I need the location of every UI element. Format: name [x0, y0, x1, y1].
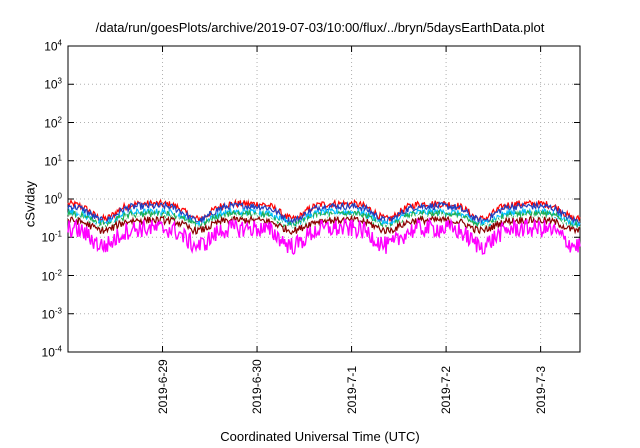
y-tick-label: 10-1: [41, 229, 62, 245]
y-tick-label: 100: [44, 191, 62, 207]
y-tick-label: 10-4: [41, 344, 62, 360]
y-tick-label: 10-2: [41, 268, 62, 283]
x-tick-label: 2019-6-30: [250, 359, 265, 414]
y-tick-label: 103: [44, 76, 62, 92]
x-axis-label: Coordinated Universal Time (UTC): [220, 429, 420, 444]
series-line: [67, 216, 581, 255]
chart-title: /data/run/goesPlots/archive/2019-07-03/1…: [95, 20, 545, 35]
y-tick-label: 102: [44, 115, 62, 130]
y-tick-label: 104: [44, 38, 62, 54]
x-tick-label: 2019-7-3: [533, 365, 548, 414]
series-line: [67, 211, 581, 232]
series-line: [67, 200, 581, 226]
y-tick-label: 10-3: [41, 306, 62, 322]
y-tick-label: 101: [44, 153, 62, 169]
x-tick-label: 2019-7-1: [344, 365, 359, 414]
x-tick-label: 2019-7-2: [439, 365, 454, 414]
series-line: [67, 206, 581, 230]
x-tick-label: 2019-6-29: [155, 359, 170, 414]
series-line: [67, 214, 581, 236]
